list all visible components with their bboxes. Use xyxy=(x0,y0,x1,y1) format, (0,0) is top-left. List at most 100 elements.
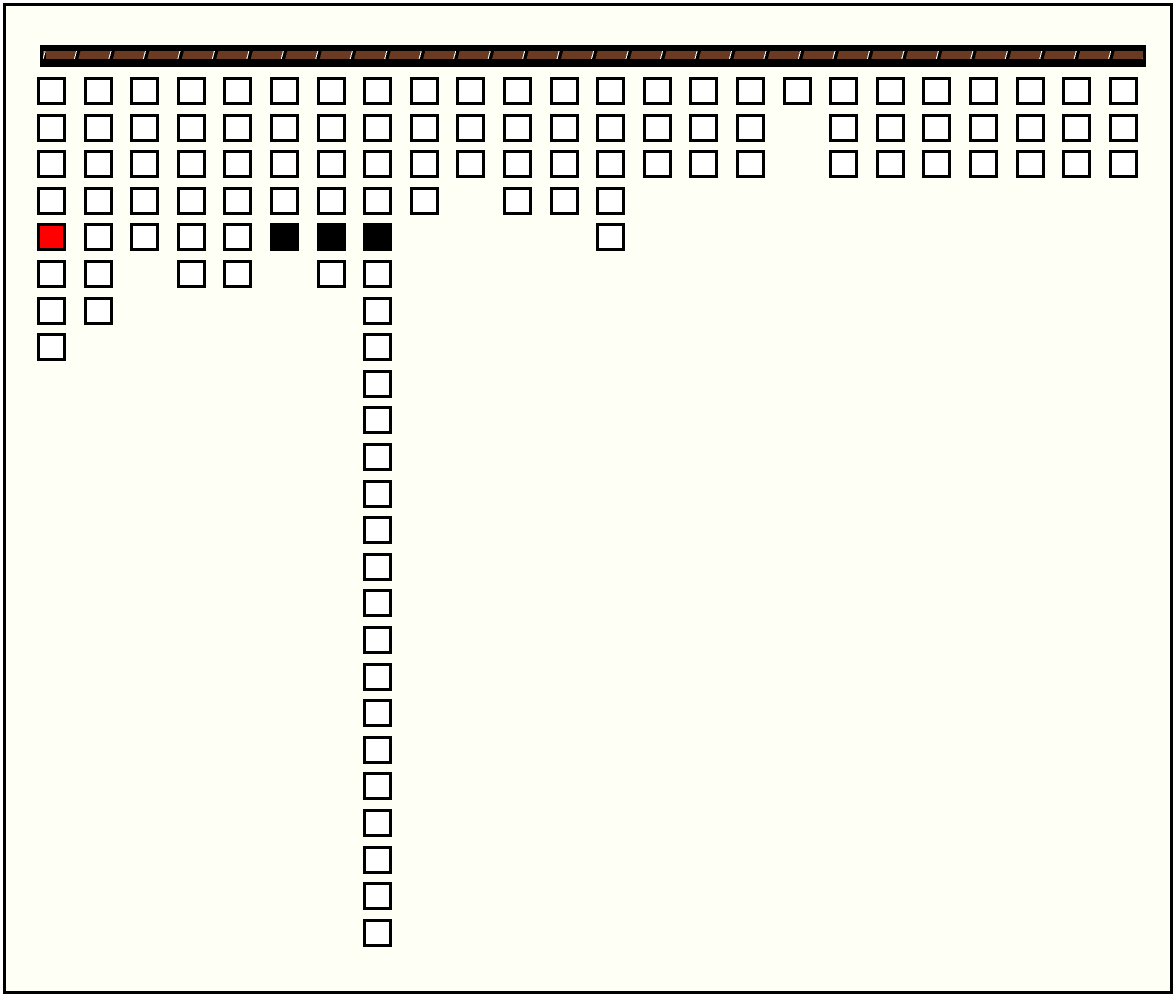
grid-cell[interactable] xyxy=(223,113,253,142)
grid-cell[interactable] xyxy=(316,113,346,142)
grid-cell[interactable] xyxy=(363,735,393,764)
grid-cell[interactable] xyxy=(642,113,672,142)
grid-cell[interactable] xyxy=(689,113,719,142)
grid-cell[interactable] xyxy=(549,150,579,179)
grid-cell[interactable] xyxy=(409,113,439,142)
grid-cell[interactable] xyxy=(37,333,66,362)
grid-cell[interactable] xyxy=(363,662,393,691)
grid-cell[interactable] xyxy=(363,260,393,288)
grid-cell[interactable] xyxy=(37,150,66,179)
grid-cell[interactable] xyxy=(37,260,66,288)
grid-cell[interactable] xyxy=(270,77,299,105)
grid-cell[interactable] xyxy=(176,186,206,215)
grid-cell[interactable] xyxy=(176,77,206,105)
grid-cell[interactable] xyxy=(503,186,532,215)
grid-cell[interactable] xyxy=(176,260,206,288)
grid-cell[interactable] xyxy=(503,150,532,179)
grid-cell[interactable] xyxy=(922,150,952,179)
grid-cell[interactable] xyxy=(363,479,393,508)
grid-cell[interactable] xyxy=(596,113,626,142)
grid-cell[interactable] xyxy=(1015,150,1045,179)
grid-cell[interactable] xyxy=(270,150,299,179)
grid-cell-black[interactable] xyxy=(270,223,299,252)
grid-cell[interactable] xyxy=(503,113,532,142)
grid-cell[interactable] xyxy=(363,186,393,215)
grid-cell[interactable] xyxy=(130,113,160,142)
grid-cell[interactable] xyxy=(223,223,253,252)
grid-cell[interactable] xyxy=(363,150,393,179)
grid-cell[interactable] xyxy=(969,77,998,105)
grid-cell[interactable] xyxy=(363,406,393,435)
grid-cell[interactable] xyxy=(1108,77,1138,105)
grid-cell[interactable] xyxy=(596,223,626,252)
grid-cell[interactable] xyxy=(1062,113,1092,142)
grid-cell[interactable] xyxy=(1015,77,1045,105)
grid-cell[interactable] xyxy=(736,77,765,105)
grid-cell[interactable] xyxy=(130,77,160,105)
grid-cell[interactable] xyxy=(130,186,160,215)
grid-cell[interactable] xyxy=(409,77,439,105)
grid-cell[interactable] xyxy=(37,77,66,105)
grid-cell[interactable] xyxy=(176,223,206,252)
grid-cell[interactable] xyxy=(363,845,393,874)
grid-cell[interactable] xyxy=(549,113,579,142)
grid-cell[interactable] xyxy=(363,626,393,654)
grid-cell[interactable] xyxy=(829,77,859,105)
grid-cell[interactable] xyxy=(596,150,626,179)
grid-cell[interactable] xyxy=(176,113,206,142)
grid-cell[interactable] xyxy=(83,223,113,252)
grid-cell[interactable] xyxy=(316,186,346,215)
grid-cell[interactable] xyxy=(316,260,346,288)
grid-cell[interactable] xyxy=(270,113,299,142)
grid-cell[interactable] xyxy=(363,699,393,728)
grid-cell[interactable] xyxy=(37,296,66,325)
grid-cell[interactable] xyxy=(83,186,113,215)
grid-cell[interactable] xyxy=(83,260,113,288)
grid-cell-red[interactable] xyxy=(37,223,66,252)
grid-cell[interactable] xyxy=(363,333,393,362)
grid-cell[interactable] xyxy=(736,150,765,179)
grid-cell[interactable] xyxy=(829,113,859,142)
grid-cell[interactable] xyxy=(363,443,393,471)
grid-cell[interactable] xyxy=(83,77,113,105)
grid-cell[interactable] xyxy=(922,113,952,142)
grid-cell[interactable] xyxy=(130,150,160,179)
grid-cell[interactable] xyxy=(689,150,719,179)
grid-cell[interactable] xyxy=(83,113,113,142)
grid-cell[interactable] xyxy=(1015,113,1045,142)
grid-cell[interactable] xyxy=(1108,150,1138,179)
grid-cell[interactable] xyxy=(409,186,439,215)
grid-cell[interactable] xyxy=(969,150,998,179)
grid-cell[interactable] xyxy=(316,150,346,179)
grid-cell[interactable] xyxy=(875,150,905,179)
grid-cell[interactable] xyxy=(782,77,812,105)
grid-cell[interactable] xyxy=(456,77,486,105)
grid-cell[interactable] xyxy=(363,369,393,398)
grid-cell[interactable] xyxy=(829,150,859,179)
grid-cell[interactable] xyxy=(83,150,113,179)
grid-cell[interactable] xyxy=(363,516,393,545)
grid-cell[interactable] xyxy=(456,113,486,142)
grid-cell[interactable] xyxy=(270,186,299,215)
grid-cell[interactable] xyxy=(363,589,393,618)
grid-cell[interactable] xyxy=(736,113,765,142)
grid-cell[interactable] xyxy=(1108,113,1138,142)
grid-cell[interactable] xyxy=(223,186,253,215)
grid-cell[interactable] xyxy=(1062,77,1092,105)
grid-cell[interactable] xyxy=(363,772,393,801)
grid-cell[interactable] xyxy=(130,223,160,252)
grid-cell[interactable] xyxy=(363,918,393,947)
grid-cell[interactable] xyxy=(83,296,113,325)
grid-cell[interactable] xyxy=(503,77,532,105)
grid-cell[interactable] xyxy=(409,150,439,179)
grid-cell[interactable] xyxy=(363,113,393,142)
grid-cell[interactable] xyxy=(363,296,393,325)
grid-cell[interactable] xyxy=(969,113,998,142)
grid-cell[interactable] xyxy=(456,150,486,179)
grid-cell[interactable] xyxy=(223,150,253,179)
grid-cell[interactable] xyxy=(549,77,579,105)
grid-cell[interactable] xyxy=(363,809,393,837)
grid-cell[interactable] xyxy=(596,77,626,105)
grid-cell[interactable] xyxy=(1062,150,1092,179)
grid-cell[interactable] xyxy=(316,77,346,105)
